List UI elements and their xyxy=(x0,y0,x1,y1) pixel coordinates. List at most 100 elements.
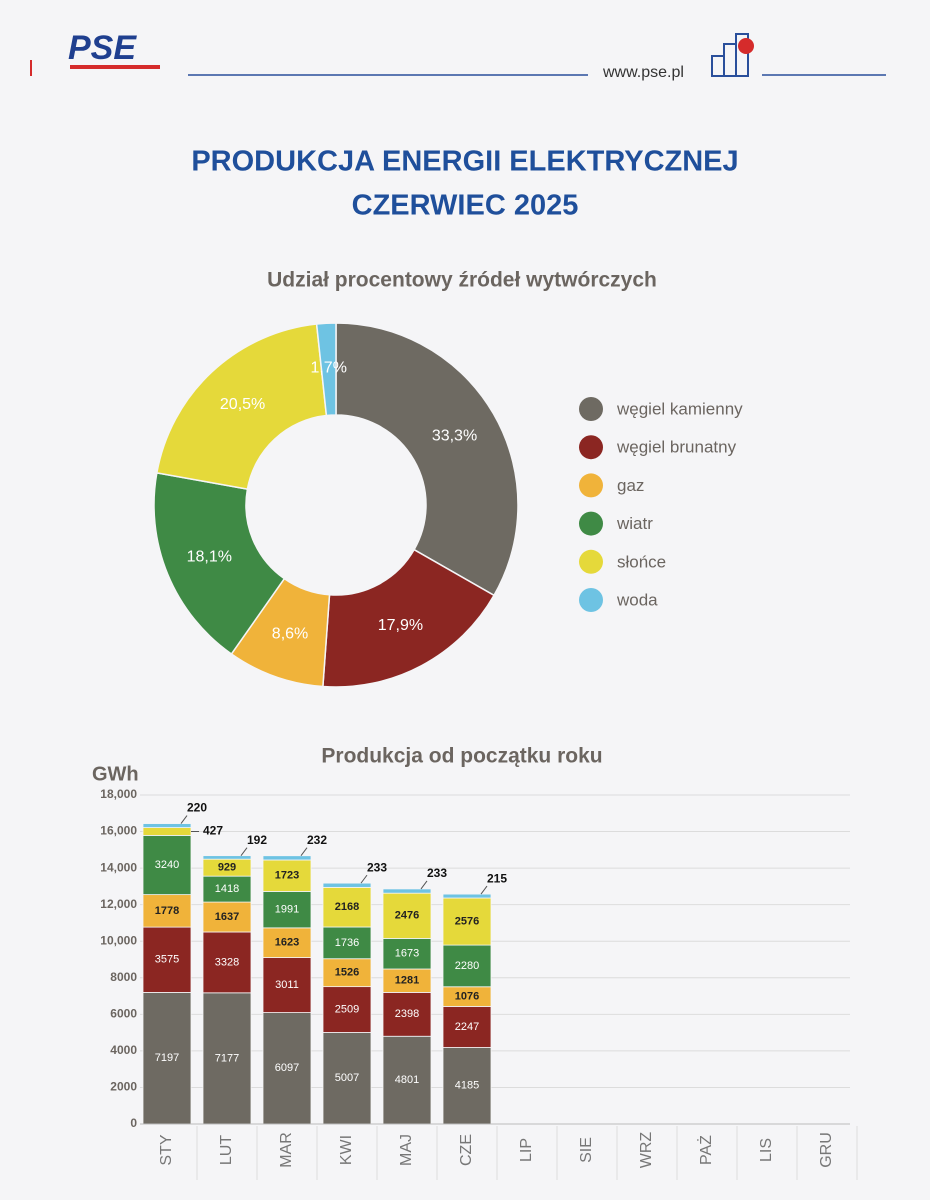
data-label: 1076 xyxy=(455,991,479,1003)
y-tick-label: 4000 xyxy=(110,1043,137,1057)
x-tick-label: LIP xyxy=(518,1138,535,1162)
leader-line xyxy=(420,880,428,890)
icon xyxy=(711,33,754,77)
bar-segment xyxy=(262,891,312,929)
legend-label: wiatr xyxy=(616,514,653,533)
y-axis-label: GWh xyxy=(92,763,139,785)
bar-segment xyxy=(442,893,492,899)
bar-segment xyxy=(262,1012,312,1125)
data-label: 2476 xyxy=(395,910,419,922)
pie-slice xyxy=(335,322,519,597)
data-label: 1991 xyxy=(275,904,299,916)
chart-title: Udział procentowy źródeł wytwórczych xyxy=(267,269,657,292)
data-label: 1637 xyxy=(215,911,239,923)
url: www.pse.pl xyxy=(602,64,684,81)
legend-swatch xyxy=(579,549,603,574)
bar-segment xyxy=(322,882,372,888)
data-label: 3240 xyxy=(155,859,179,871)
bar-segment xyxy=(142,834,192,896)
x-tick-label: LIS xyxy=(758,1138,775,1162)
x-tick-label: LUT xyxy=(218,1135,235,1165)
y-tick-label: 12,000 xyxy=(100,897,137,911)
data-label: 2280 xyxy=(455,960,479,972)
x-tick-label: SIE xyxy=(578,1137,595,1163)
legend-swatch xyxy=(579,588,603,612)
bar-segment xyxy=(382,1035,432,1125)
data-label: 233 xyxy=(367,860,387,874)
bar-segment xyxy=(142,894,192,928)
data-label: 1723 xyxy=(275,870,299,882)
data-label: 233 xyxy=(427,866,447,880)
data-label: 18,1% xyxy=(187,548,232,565)
logo: PSE xyxy=(68,29,137,67)
data-label: 192 xyxy=(247,833,267,847)
bar-segment xyxy=(442,944,492,988)
data-label: 8,6% xyxy=(272,625,308,642)
legend-swatch xyxy=(579,473,603,498)
data-label: 1526 xyxy=(335,967,359,979)
pie-slice xyxy=(315,322,337,417)
bar-segment xyxy=(382,888,432,894)
data-label: 4185 xyxy=(455,1080,479,1092)
data-label: 2576 xyxy=(455,915,479,927)
leader-line xyxy=(240,847,248,856)
leader-line xyxy=(360,874,368,884)
legend-label: węgiel kamienny xyxy=(616,399,743,418)
bar-segment xyxy=(382,992,432,1037)
legend-swatch xyxy=(579,511,603,536)
title: PRODUKCJA ENERGII ELEKTRYCZNEJ xyxy=(191,146,738,178)
data-label: 427 xyxy=(203,824,223,838)
legend-label: słońce xyxy=(617,552,666,571)
bar-segment xyxy=(142,992,192,1125)
data-label: 220 xyxy=(187,801,207,815)
data-label: 215 xyxy=(487,871,507,885)
legend-swatch xyxy=(579,435,603,460)
bar-segment xyxy=(382,892,432,939)
x-tick-label: MAR xyxy=(278,1132,295,1168)
data-label: 1673 xyxy=(395,948,419,960)
x-tick-label: WRZ xyxy=(638,1132,655,1169)
bar-segment xyxy=(262,855,312,861)
bar-segment xyxy=(262,957,312,1013)
y-tick-label: 10,000 xyxy=(100,933,137,947)
legend-label: gaz xyxy=(617,476,644,495)
data-label: 6097 xyxy=(275,1062,299,1074)
x-tick-label: KWI xyxy=(338,1135,355,1165)
title: CZERWIEC 2025 xyxy=(352,190,579,222)
data-label: 33,3% xyxy=(432,427,477,444)
bar-segment xyxy=(322,958,372,988)
bar-segment xyxy=(202,875,252,903)
leader-line xyxy=(480,885,488,895)
legend-label: woda xyxy=(616,590,658,609)
x-tick-label: PAŻ xyxy=(696,1135,715,1165)
x-tick-label: CZE xyxy=(458,1134,475,1166)
chart-title: Produkcja od początku roku xyxy=(321,745,602,768)
data-label: 3011 xyxy=(275,979,299,991)
data-label: 1,7% xyxy=(310,359,346,376)
bar-segment xyxy=(202,901,252,933)
bar-segment xyxy=(322,986,372,1033)
legend-label: węgiel brunatny xyxy=(616,438,737,457)
leader-line xyxy=(300,847,308,857)
data-label: 3328 xyxy=(215,956,239,968)
data-label: 2168 xyxy=(335,901,359,913)
bar-segment xyxy=(442,1047,492,1125)
data-label: 3575 xyxy=(155,954,179,966)
bar-segment xyxy=(202,855,252,860)
bar-segment xyxy=(442,897,492,946)
y-tick-label: 18,000 xyxy=(100,787,137,801)
bar-segment xyxy=(142,827,192,836)
bar-segment xyxy=(262,859,312,892)
data-label: 2247 xyxy=(455,1021,479,1033)
bar-segment xyxy=(382,938,432,970)
bar-segment xyxy=(202,931,252,994)
data-label: 2398 xyxy=(395,1008,419,1020)
y-tick-label: 16,000 xyxy=(100,824,137,838)
data-label: 1778 xyxy=(155,905,179,917)
data-label: 7177 xyxy=(215,1052,239,1064)
legend-swatch xyxy=(579,397,603,421)
y-tick-label: 0 xyxy=(130,1116,137,1130)
x-tick-label: STY xyxy=(158,1134,175,1165)
data-label: 2509 xyxy=(335,1003,359,1015)
